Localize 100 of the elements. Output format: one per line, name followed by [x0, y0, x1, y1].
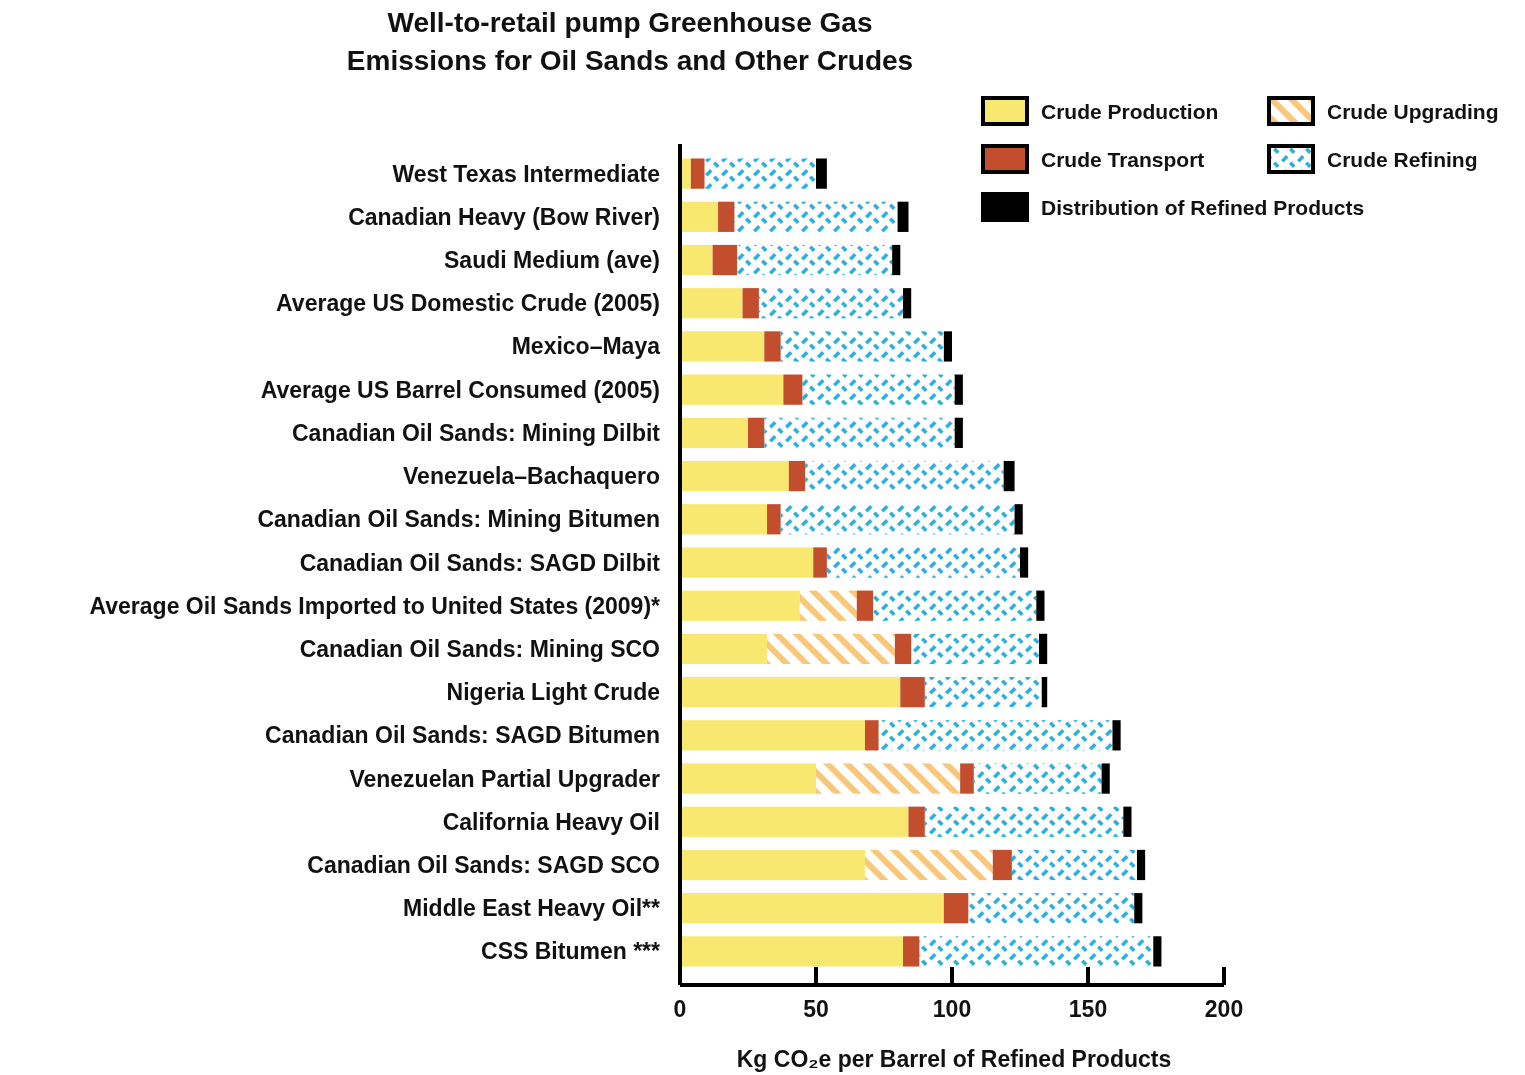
y-tick-label: Canadian Oil Sands: Mining Bitumen	[257, 506, 660, 533]
x-tick-label: 0	[673, 996, 687, 1022]
bar	[864, 849, 993, 881]
bar	[973, 763, 1102, 794]
bar	[897, 201, 909, 232]
bar	[813, 547, 827, 578]
bar	[788, 460, 806, 492]
bar	[680, 806, 909, 837]
y-tick-label: Nigeria Light Crude	[446, 679, 660, 706]
bar	[680, 504, 768, 535]
bar	[680, 417, 748, 448]
bar	[943, 893, 969, 924]
y-tick-label: Saudi Medium (ave)	[444, 247, 660, 274]
bar	[1041, 677, 1048, 708]
bar	[680, 763, 816, 794]
bar	[734, 201, 898, 232]
x-tick-label: 100	[932, 996, 972, 1022]
bar	[1036, 590, 1045, 621]
bar	[1101, 763, 1110, 794]
bar	[767, 504, 781, 535]
y-tick-label: Average US Domestic Crude (2005)	[276, 290, 660, 317]
bar	[892, 244, 901, 276]
bar	[680, 547, 814, 578]
legend-label: Crude Upgrading	[1327, 100, 1499, 123]
bar	[680, 201, 719, 232]
y-tick-label: Venezuelan Partial Upgrader	[349, 765, 661, 792]
bar	[1039, 633, 1048, 665]
bar	[954, 417, 963, 448]
bar	[704, 158, 816, 189]
bar	[712, 244, 738, 276]
bar	[680, 460, 789, 492]
bar	[758, 288, 904, 319]
x-tick-label: 200	[1204, 996, 1244, 1022]
bar	[1003, 460, 1015, 492]
y-tick-label: Canadian Oil Sands: SAGD Bitumen	[265, 722, 660, 749]
bar	[680, 633, 768, 665]
x-tick-label: 50	[803, 996, 829, 1022]
bar	[960, 763, 974, 794]
y-tick-label: West Texas Intermediate	[392, 160, 660, 187]
bar	[680, 893, 944, 924]
bar	[924, 806, 1124, 837]
bar	[799, 590, 857, 621]
bar	[878, 720, 1113, 751]
bar	[903, 288, 912, 319]
y-tick-label: Canadian Oil Sands: Mining Dilbit	[291, 419, 661, 446]
bar	[680, 331, 765, 362]
y-tick-label: Middle East Heavy Oil**	[403, 895, 661, 922]
bar	[816, 763, 961, 794]
bar	[864, 720, 879, 751]
bar	[1134, 893, 1143, 924]
bar	[1136, 849, 1146, 881]
y-tick-label: CSS Bitumen ***	[481, 938, 661, 965]
y-tick-label: Mexico–Maya	[511, 333, 661, 360]
y-tick-label: Average US Barrel Consumed (2005)	[260, 376, 660, 403]
bar	[780, 331, 944, 362]
bar	[1020, 547, 1029, 578]
bar	[900, 677, 925, 708]
x-axis-title: Kg CO₂e per Barrel of Refined Products	[736, 1046, 1172, 1072]
bar	[680, 374, 784, 405]
chart-title: Well-to-retail pump Greenhouse Gas Emissions for Oil Sands and Other Crudes	[346, 7, 914, 76]
y-tick-label: Canadian Heavy (Bow River)	[348, 203, 660, 230]
bar	[742, 288, 759, 319]
bar	[764, 331, 781, 362]
bar	[1112, 720, 1121, 751]
bar	[690, 158, 705, 189]
bar	[680, 244, 713, 276]
bar	[680, 720, 865, 751]
bar	[954, 374, 963, 405]
x-tick-label: 150	[1068, 996, 1108, 1022]
legend-label: Crude Refining	[1327, 148, 1478, 171]
bar	[718, 201, 735, 232]
bar	[1014, 504, 1023, 535]
bar	[680, 677, 901, 708]
legend-label: Distribution of Refined Products	[1041, 196, 1365, 219]
bar	[680, 849, 865, 881]
bar	[737, 244, 893, 276]
bar	[816, 158, 827, 189]
bar	[924, 677, 1042, 708]
legend-label: Crude Production	[1041, 100, 1219, 123]
y-tick-label: Canadian Oil Sands: SAGD Dilbit	[299, 549, 661, 576]
y-tick-label: Canadian Oil Sands: SAGD SCO	[307, 851, 660, 878]
bar	[943, 331, 952, 362]
bar	[680, 590, 800, 621]
bar	[680, 288, 743, 319]
bar	[1123, 806, 1132, 837]
bar	[1153, 936, 1162, 967]
bar	[992, 849, 1012, 881]
bar	[873, 590, 1037, 621]
bar	[680, 936, 904, 967]
bar	[894, 633, 912, 665]
bar	[903, 936, 920, 967]
bar	[767, 633, 895, 665]
bar	[856, 590, 874, 621]
y-tick-label: Canadian Oil Sands: Mining SCO	[299, 635, 660, 662]
legend-label: Crude Transport	[1041, 148, 1205, 171]
bar	[911, 633, 1040, 665]
y-tick-label: California Heavy Oil	[442, 808, 660, 835]
bar	[748, 417, 765, 448]
bar	[908, 806, 925, 837]
y-tick-label: Venezuela–Bachaquero	[403, 463, 660, 490]
